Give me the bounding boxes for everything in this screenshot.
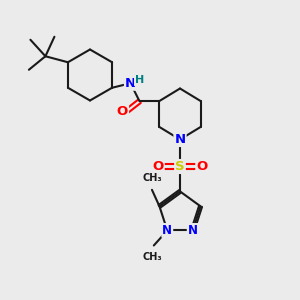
Text: O: O xyxy=(117,105,128,118)
Text: N: N xyxy=(162,224,172,237)
Text: N: N xyxy=(125,77,136,90)
Text: CH₃: CH₃ xyxy=(142,252,162,262)
Text: H: H xyxy=(135,75,144,85)
Text: O: O xyxy=(196,160,208,173)
Text: O: O xyxy=(152,160,164,173)
Text: CH₃: CH₃ xyxy=(142,173,162,183)
Text: S: S xyxy=(175,160,185,173)
Text: N: N xyxy=(188,224,198,237)
Text: N: N xyxy=(174,133,186,146)
